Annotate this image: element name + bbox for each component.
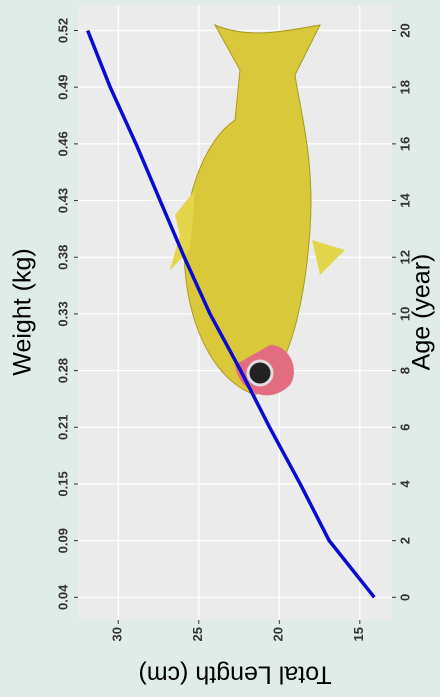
x2-tick-label: 0.28 [55, 358, 70, 383]
x-tick-label: 10 [397, 307, 412, 321]
x-tick-label: 20 [397, 23, 412, 37]
x2-tick-label: 0.09 [55, 528, 70, 553]
fish-eye [246, 359, 274, 387]
x2-tick-label: 0.21 [55, 415, 70, 440]
y-tick-label: 30 [110, 627, 125, 641]
y-axis-title: Total Length (cm) [138, 660, 331, 688]
x-axis-title: Age (year) [408, 254, 436, 371]
x-tick-label: 18 [397, 80, 412, 94]
fish-fin [312, 240, 345, 275]
marks: 0 2 4 6 8 10 12 14 16 18 20 0.04 0.09 0.15 0.21 0.28 0.3… [55, 18, 412, 642]
x-tick-label: 14 [397, 193, 412, 208]
fish-body [183, 23, 321, 396]
x-tick-label: 8 [397, 367, 412, 374]
x2-tick-label: 0.46 [55, 131, 70, 156]
x2-tick-label: 0.33 [55, 301, 70, 326]
x2-axis-title: Weight (kg) [9, 248, 37, 375]
x2-tick-label: 0.38 [55, 245, 70, 270]
growth-curve [86, 29, 376, 599]
x2-tick-label: 0.04 [55, 584, 70, 610]
x2-tick-label: 0.43 [55, 188, 70, 213]
x-tick-label: 16 [397, 137, 412, 151]
x-tick-label: 2 [397, 537, 412, 544]
y-tick-label: 25 [190, 627, 205, 641]
x2-tick-label: 0.49 [55, 75, 70, 100]
fish-picture [170, 23, 345, 396]
chart: 0 2 4 6 8 10 12 14 16 18 20 0.04 0.09 0.15 0.21 0.28 0.3… [9, 5, 436, 688]
x-tick-label: 12 [397, 250, 412, 264]
x2-tick-label: 0.15 [55, 471, 70, 496]
fish-fin [170, 190, 195, 270]
y-tick-label: 20 [271, 627, 286, 641]
x-tick-label: 0 [397, 594, 412, 601]
x-tick-label: 4 [397, 480, 412, 488]
y-tick-label: 15 [351, 627, 366, 641]
x2-tick-label: 0.52 [55, 18, 70, 43]
x-tick-label: 6 [397, 424, 412, 431]
